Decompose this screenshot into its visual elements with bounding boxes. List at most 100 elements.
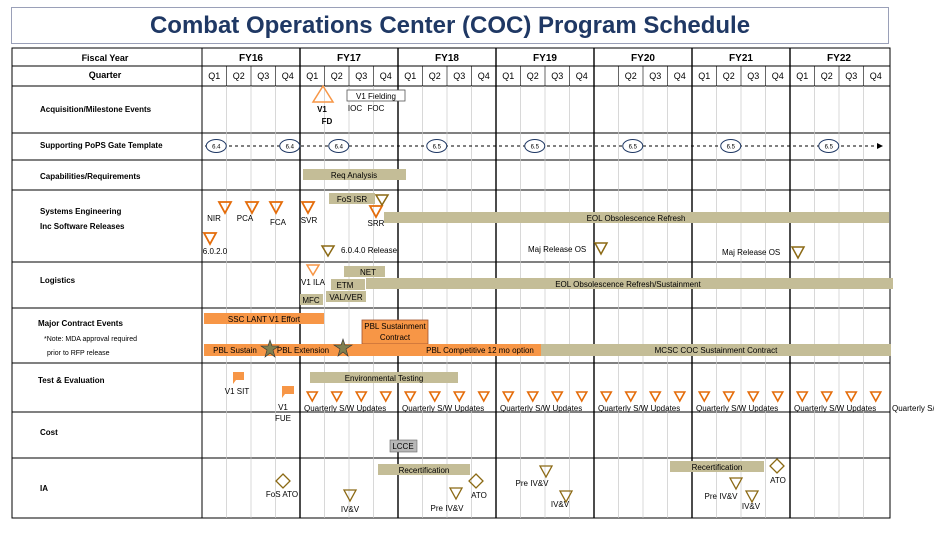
maj-release-fy21-label: Maj Release OS — [722, 248, 780, 257]
quarterly-update-triangle — [526, 391, 540, 403]
etm-label: ETM — [337, 281, 354, 290]
gate-label-3: 6.5 — [433, 145, 442, 151]
gate-oval-5 — [622, 139, 644, 153]
quarterly-update-triangle — [403, 391, 417, 403]
ivv-label-2: IV&V — [551, 500, 570, 509]
nir-label: NIR — [207, 214, 221, 223]
quarter-label: Q4 — [282, 71, 294, 81]
mcsc-coc-label: MCSC COC Sustainment Contract — [655, 346, 778, 355]
quarterly-update-triangle — [428, 391, 442, 403]
maj-release-fy19-label: Maj Release OS — [528, 245, 586, 254]
lcce-label: LCCE — [392, 442, 413, 451]
pbl-sustain-bar — [204, 344, 266, 356]
quarter-label: Q3 — [649, 71, 661, 81]
fos-isr-bar — [329, 193, 375, 204]
pbl-sustain-label: PBL Sustain — [213, 346, 257, 355]
lcce-bar — [389, 439, 418, 453]
eol-sustainment-bar — [366, 278, 893, 289]
row-label-logistics: Logistics — [40, 276, 76, 285]
svr-label: SVR — [301, 216, 318, 225]
v1-fue-flag — [282, 386, 294, 398]
gate-oval-3 — [426, 139, 448, 153]
pca-label: PCA — [237, 214, 254, 223]
quarter-label: Q3 — [845, 71, 857, 81]
gate-label-5: 6.5 — [629, 145, 638, 151]
quarterly-update-triangle — [501, 391, 515, 403]
pbl-sustainment-contract-box — [361, 319, 429, 345]
eol-refresh-label: EOL Obsolescence Refresh — [587, 214, 686, 223]
row-label-systems-engineering: Systems Engineering — [40, 207, 121, 216]
row-note-rfp: prior to RFP release — [47, 350, 110, 357]
row-label-capabilities: Capabilities/Requirements — [40, 172, 141, 181]
quarter-label: Q2 — [821, 71, 833, 81]
quarter-label: Q2 — [527, 71, 539, 81]
gate-label-6: 6.5 — [727, 145, 736, 151]
quarterly-update-triangle — [354, 391, 368, 403]
gate-oval-2 — [328, 139, 350, 153]
v1-fue-label-1: V1 — [278, 403, 288, 412]
eol-refresh-bar — [384, 212, 889, 223]
pre-ivv-label-2: Pre IV&V — [516, 479, 550, 488]
val-ver-label: VAL/VER — [329, 293, 362, 302]
quarter-label: Q3 — [257, 71, 269, 81]
quarter-label: Q1 — [208, 71, 220, 81]
svr-triangle — [300, 201, 316, 215]
srr-triangle — [368, 205, 384, 219]
fca-label: FCA — [270, 218, 287, 227]
fos-isr-end-triangle — [374, 194, 390, 207]
val-ver-bar — [326, 291, 366, 302]
row-label-software-releases: Inc Software Releases — [40, 222, 125, 231]
contract-star-1 — [260, 339, 280, 358]
net-label: NET — [360, 268, 376, 277]
gate-oval-1 — [279, 139, 301, 153]
quarterly-update-triangle — [869, 391, 883, 403]
ato-diamond-1 — [468, 473, 484, 489]
eol-sustainment-label: EOL Obsolescence Refresh/Sustainment — [555, 280, 701, 289]
fiscal-year-fy16: FY16 — [239, 53, 263, 64]
ioc-label: IOC — [348, 104, 362, 113]
quarter-label: Q3 — [453, 71, 465, 81]
fca-triangle — [268, 201, 284, 215]
environmental-testing-bar — [310, 372, 458, 383]
ssc-lant-bar — [204, 313, 324, 324]
quarterly-update-triangle — [697, 391, 711, 403]
row-label-ia: IA — [40, 484, 48, 493]
pre-ivv-triangle-2 — [538, 465, 554, 479]
pre-ivv-triangle-3 — [728, 477, 744, 491]
quarter-label: Q2 — [625, 71, 637, 81]
quarterly-update-triangle — [624, 391, 638, 403]
quarterly-updates-label-1: Quarterly S/W Updates — [402, 404, 484, 413]
release-6040-label: 6.0.4.0 Release — [341, 246, 398, 255]
fos-isr-label: FoS ISR — [337, 195, 367, 204]
pops-gates: 6.4 6.4 6.4 6.5 6.5 6.5 6.5 6.5 — [205, 139, 840, 153]
environmental-testing-label: Environmental Testing — [345, 374, 424, 383]
gate-label-1: 6.4 — [286, 145, 295, 151]
ivv-label-1: IV&V — [341, 505, 360, 514]
v1-ila-triangle — [305, 264, 321, 277]
quarter-label: Q4 — [772, 71, 784, 81]
ato-label-2: ATO — [770, 476, 786, 485]
grid — [11, 47, 891, 519]
v1-fielding-box — [346, 89, 406, 102]
quarterly-updates-label-0: Quarterly S/W Updates — [304, 404, 386, 413]
quarterly-updates-label-6: Quarterly S/W Updates — [892, 404, 934, 413]
pre-ivv-label-1: Pre IV&V — [431, 504, 465, 513]
pbl-sustainment-contract-label-1: PBL Sustainment — [364, 322, 426, 331]
v1-fd-milestone-triangle — [311, 84, 335, 103]
pbl-sustainment-contract-label-2: Contract — [380, 333, 411, 342]
quarterly-update-triangle — [330, 391, 344, 403]
quarter-label: Q4 — [870, 71, 882, 81]
req-analysis-label: Req Analysis — [331, 171, 377, 180]
maj-release-fy19-triangle — [593, 242, 609, 256]
ivv-label-3: IV&V — [742, 502, 761, 511]
quarter-label: Q4 — [380, 71, 392, 81]
srr-label: SRR — [368, 219, 385, 228]
gate-oval-6 — [720, 139, 742, 153]
quarterly-update-triangle — [795, 391, 809, 403]
recertification-label-1: Recertification — [399, 466, 450, 475]
mfc-bar — [300, 294, 323, 305]
ato-diamond-2 — [769, 458, 785, 474]
gate-label-4: 6.5 — [531, 145, 540, 151]
nir-triangle — [217, 201, 233, 215]
